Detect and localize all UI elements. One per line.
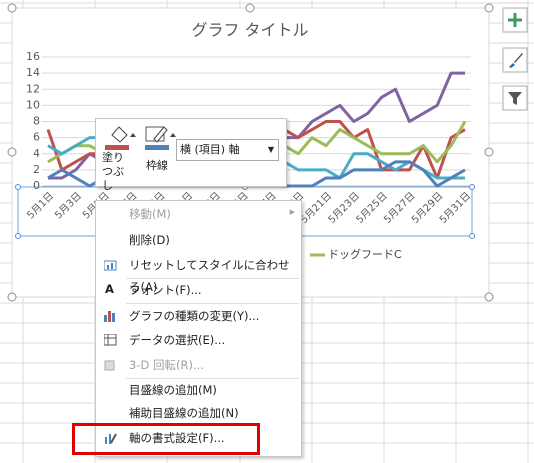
outline-icon[interactable] [142,123,182,153]
mini-toolbar: 塗りつぶし 枠線 横 (項目) 軸 ▼ [95,118,287,192]
menu-item[interactable]: 補助目盛線の追加(N) [129,406,239,420]
menu-item[interactable]: 3-D 回転(R)... [129,358,204,372]
format-axis-icon [105,433,117,444]
menu-item[interactable]: フォント(F)... [129,283,202,297]
menu-item[interactable]: グラフの種類の変更(Y)... [129,309,260,323]
y-tick-label: 12 [26,82,40,95]
menu-separator [126,303,299,304]
chart-title[interactable]: グラフ タイトル [191,21,308,40]
rotation-icon [104,360,115,371]
menu-item[interactable]: リセットしてスタイルに合わせる(A) [129,258,290,294]
y-tick-label: 16 [26,50,40,63]
y-tick-label: 6 [33,131,40,144]
y-tick-label: 10 [26,98,40,111]
chart-styles-button[interactable] [502,47,528,73]
context-menu: 移動(M) ▶ 削除(D) リセットしてスタイルに合わせる(A) フォント(F)… [95,200,302,457]
font-icon: A [105,282,114,296]
selector-text: 横 (項目) 軸 [180,143,240,156]
y-tick-label: 4 [33,147,40,160]
y-tick-label: 14 [26,66,40,79]
element-selector[interactable]: 横 (項目) 軸 ▼ [176,139,279,161]
menu-item[interactable]: 移動(M) [129,207,171,221]
legend-label[interactable]: ドッグフードC [328,247,402,261]
outline-label[interactable]: 枠線 [146,159,168,172]
menu-separator [126,378,299,379]
dropdown-arrow: ▼ [267,145,274,154]
chart-type-icon [104,311,115,322]
chart-elements-button[interactable] [502,7,528,33]
chart-filters-button[interactable] [502,85,528,111]
highlight-box [72,423,260,455]
y-tick-label: 0 [33,179,40,192]
menu-separator [126,278,299,279]
menu-item[interactable]: データの選択(E)... [129,333,226,347]
fill-label[interactable]: 塗りつぶし [102,151,124,192]
axis-handles [15,184,475,239]
menu-item[interactable]: 軸の書式設定(F)... [129,431,225,445]
menu-item[interactable]: 削除(D) [129,233,170,247]
y-tick-label: 8 [33,115,40,128]
menu-item[interactable]: 目盛線の追加(M) [129,383,217,397]
fill-icon[interactable] [102,123,142,153]
submenu-arrow: ▶ [289,208,295,216]
select-data-icon [104,334,117,346]
reset-icon [104,260,117,271]
y-tick-label: 2 [33,163,40,176]
